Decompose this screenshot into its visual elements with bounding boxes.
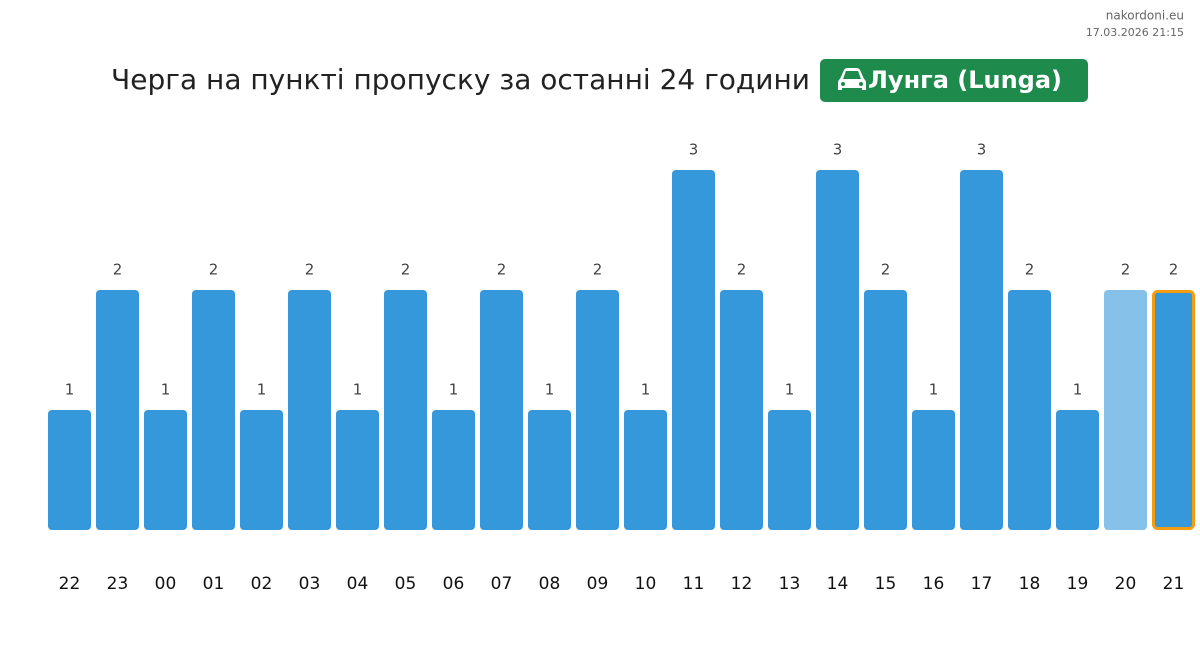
- x-tick-label: 16: [923, 574, 945, 594]
- bar: [432, 410, 475, 530]
- site: nakordoni.eu: [1106, 9, 1184, 23]
- x-tick-label: 21: [1163, 574, 1185, 594]
- badge-label: Лунга (Lunga): [868, 66, 1062, 94]
- x-tick-label: 18: [1019, 574, 1041, 594]
- bar: [192, 290, 235, 530]
- bar: [1056, 410, 1099, 530]
- value-label: 1: [161, 381, 171, 399]
- x-tick-label: 17: [971, 574, 993, 594]
- bar: [240, 410, 283, 530]
- bar: [1008, 290, 1051, 530]
- value-label: 1: [65, 381, 75, 399]
- bar: [720, 290, 763, 530]
- value-label: 2: [593, 261, 603, 279]
- x-tick-label: 10: [635, 574, 657, 594]
- x-tick-label: 04: [347, 574, 369, 594]
- value-label: 1: [1073, 381, 1083, 399]
- bar: [672, 170, 715, 530]
- bar: [96, 290, 139, 530]
- x-tick-label: 20: [1115, 574, 1137, 594]
- value-label: 3: [689, 141, 699, 159]
- bar: [480, 290, 523, 530]
- value-label: 2: [1121, 261, 1131, 279]
- value-label: 1: [545, 381, 555, 399]
- value-label: 2: [881, 261, 891, 279]
- value-label: 2: [1169, 261, 1179, 279]
- value-label: 2: [305, 261, 315, 279]
- bar: [1152, 290, 1195, 530]
- x-tick-label: 09: [587, 574, 609, 594]
- bar: [144, 410, 187, 530]
- value-label: 2: [209, 261, 219, 279]
- timestamp: 17.03.2026 21:15: [1086, 26, 1184, 39]
- bar: [912, 410, 955, 530]
- x-tick-label: 05: [395, 574, 417, 594]
- value-label: 1: [257, 381, 267, 399]
- value-label: 2: [113, 261, 123, 279]
- car-icon: [838, 68, 866, 90]
- bar: [864, 290, 907, 530]
- x-tick-label: 07: [491, 574, 513, 594]
- value-label: 2: [497, 261, 507, 279]
- chart-title: Черга на пункті пропуску за останні 24 г…: [111, 63, 810, 96]
- bar: [624, 410, 667, 530]
- value-label: 1: [641, 381, 651, 399]
- value-label: 3: [977, 141, 987, 159]
- bar: [384, 290, 427, 530]
- x-tick-label: 19: [1067, 574, 1089, 594]
- bar: [336, 410, 379, 530]
- value-label: 2: [737, 261, 747, 279]
- x-tick-label: 08: [539, 574, 561, 594]
- value-label: 1: [449, 381, 459, 399]
- x-tick-label: 12: [731, 574, 753, 594]
- x-tick-label: 00: [155, 574, 177, 594]
- bar: [48, 410, 91, 530]
- bar: [960, 170, 1003, 530]
- bar: [576, 290, 619, 530]
- x-tick-label: 13: [779, 574, 801, 594]
- bar: [288, 290, 331, 530]
- bar: [528, 410, 571, 530]
- bar: [816, 170, 859, 530]
- x-tick-label: 22: [59, 574, 81, 594]
- x-tick-label: 15: [875, 574, 897, 594]
- x-tick-label: 14: [827, 574, 849, 594]
- x-tick-label: 03: [299, 574, 321, 594]
- value-label: 3: [833, 141, 843, 159]
- x-tick-label: 23: [107, 574, 129, 594]
- badge: [820, 59, 1088, 102]
- bar: [768, 410, 811, 530]
- x-tick-label: 11: [683, 574, 705, 594]
- value-label: 1: [785, 381, 795, 399]
- value-label: 2: [401, 261, 411, 279]
- value-label: 1: [929, 381, 939, 399]
- bar: [1104, 290, 1147, 530]
- x-tick-label: 02: [251, 574, 273, 594]
- x-tick-label: 01: [203, 574, 225, 594]
- value-label: 2: [1025, 261, 1035, 279]
- value-label: 1: [353, 381, 363, 399]
- x-tick-label: 06: [443, 574, 465, 594]
